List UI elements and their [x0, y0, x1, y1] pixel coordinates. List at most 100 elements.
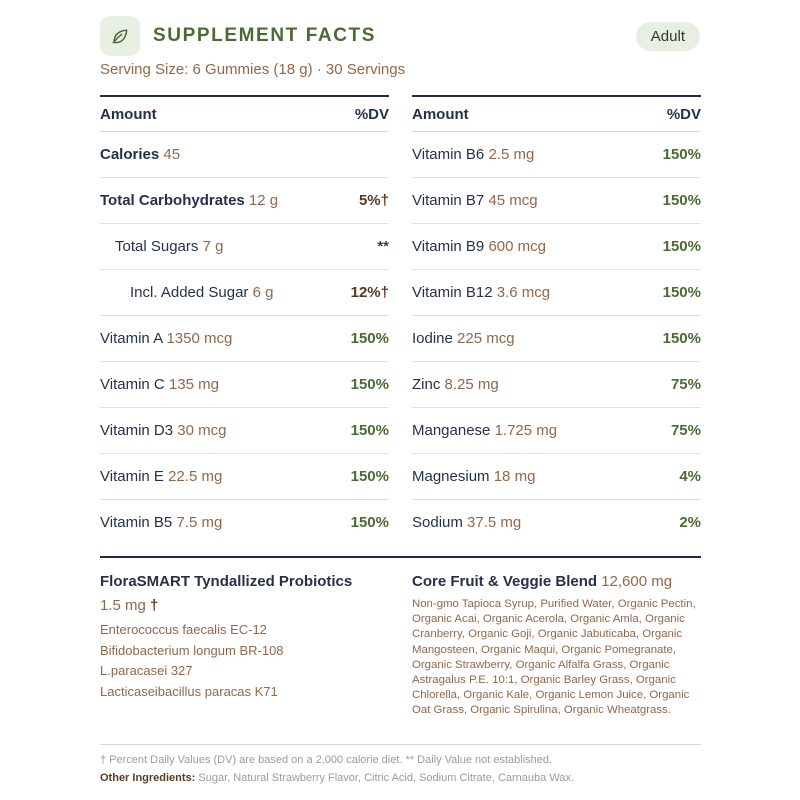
nutrient-amount: 7 g — [202, 238, 224, 255]
nutrient-dv: 150% — [350, 330, 389, 347]
blend-title-line: Core Fruit & Veggie Blend 12,600 mg — [412, 572, 701, 592]
strain-item: Enterococcus faecalis EC-12 — [100, 622, 267, 637]
probiotics-amount: 1.5 mg — [100, 597, 146, 614]
strain-item: L.paracasei 327 — [100, 663, 193, 678]
strain-item: Lacticaseibacillus paracas K71 — [100, 683, 278, 699]
nutrient-row-zinc: Zinc 8.25 mg 75% — [412, 362, 701, 408]
nutrient-amount: 45 mcg — [488, 192, 538, 209]
probiotics-title: FloraSMART Tyndallized Probiotics — [100, 573, 353, 590]
probiotics-amount-line: 1.5 mg † — [100, 596, 389, 616]
nutrient-row-vitamin-a: Vitamin A 1350 mcg 150% — [100, 316, 389, 362]
nutrient-name: Vitamin B7 — [412, 192, 485, 209]
nutrient-row-vitamin-b12: Vitamin B12 3.6 mcg 150% — [412, 270, 701, 316]
leaf-icon — [100, 16, 140, 56]
nutrient-name: Total Sugars — [115, 238, 199, 255]
nutrient-name: Sodium — [412, 514, 463, 531]
nutrient-amount: 7.5 mg — [176, 514, 223, 531]
nutrient-row-total-carbohydrates: Total Carbohydrates 12 g 5%† — [100, 178, 389, 224]
nutrient-name: Vitamin B6 — [412, 146, 485, 163]
nutrient-name: Zinc — [412, 376, 441, 393]
nutrient-amount: 18 mg — [493, 468, 536, 485]
nutrient-dv: 150% — [662, 238, 701, 255]
nutrient-dv: 150% — [662, 330, 701, 347]
nutrient-row-vitamin-e: Vitamin E 22.5 mg 150% — [100, 454, 389, 500]
nutrient-amount: 45 — [163, 146, 181, 163]
amount-header: Amount — [412, 105, 469, 123]
nutrient-name: Vitamin D3 — [100, 422, 174, 439]
blend-section: FloraSMART Tyndallized Probiotics 1.5 mg… — [100, 556, 701, 719]
other-ingredients: Other Ingredients: Sugar, Natural Strawb… — [100, 768, 701, 788]
nutrient-row-manganese: Manganese 1.725 mg 75% — [412, 408, 701, 454]
nutrient-amount: 3.6 mcg — [496, 284, 551, 301]
nutrient-column-right: Amount %DV Vitamin B6 2.5 mg 150% Vitami… — [412, 95, 701, 545]
nutrient-row-vitamin-b6: Vitamin B6 2.5 mg 150% — [412, 132, 701, 178]
nutrient-name: Manganese — [412, 422, 491, 439]
strain-list: Enterococcus faecalis EC-12 Bifidobacter… — [100, 620, 389, 702]
serving-size: Serving Size: 6 Gummies (18 g) · 30 Serv… — [100, 61, 406, 78]
nutrient-dv: 75% — [670, 376, 701, 393]
column-header: Amount %DV — [100, 97, 389, 132]
nutrient-dv: 150% — [350, 376, 389, 393]
nutrient-amount: 225 mcg — [457, 330, 515, 347]
nutrient-name: Vitamin B9 — [412, 238, 485, 255]
nutrient-name: Calories — [100, 146, 160, 163]
nutrient-row-total-sugars: Total Sugars 7 g ** — [100, 224, 389, 270]
dv-header: %DV — [354, 105, 389, 123]
nutrient-amount: 1.725 mg — [494, 422, 558, 439]
nutrient-name: Vitamin C — [100, 376, 165, 393]
probiotics-block: FloraSMART Tyndallized Probiotics 1.5 mg… — [100, 558, 389, 719]
nutrient-name: Vitamin B5 — [100, 514, 173, 531]
nutrient-amount: 2.5 mg — [488, 146, 535, 163]
nutrient-row-calories: Calories 45 — [100, 132, 389, 178]
nutrient-name: Total Carbohydrates — [100, 192, 245, 209]
fruit-veggie-blend-block: Core Fruit & Veggie Blend 12,600 mg Non-… — [412, 558, 701, 719]
nutrient-amount: 6 g — [252, 284, 274, 301]
nutrient-name: Vitamin E — [100, 468, 164, 485]
nutrient-dv: 2% — [679, 514, 701, 531]
strain-item: Bifidobacterium longum BR-108 — [100, 642, 284, 658]
nutrient-amount: 22.5 mg — [168, 468, 223, 485]
nutrient-dv: 75% — [670, 422, 701, 439]
nutrient-dv: 150% — [350, 422, 389, 439]
nutrient-dv: ** — [377, 238, 389, 255]
probiotics-dagger: † — [150, 597, 159, 614]
nutrient-amount: 12 g — [248, 192, 279, 209]
nutrient-dv: 150% — [350, 514, 389, 531]
amount-header: Amount — [100, 105, 157, 123]
nutrient-dv: 150% — [662, 192, 701, 209]
nutrient-column-left: Amount %DV Calories 45 Total Carbohydrat… — [100, 95, 389, 545]
nutrient-row-vitamin-b7: Vitamin B7 45 mcg 150% — [412, 178, 701, 224]
nutrient-dv: 150% — [662, 284, 701, 301]
nutrient-name: Iodine — [412, 330, 453, 347]
nutrient-row-vitamin-b9: Vitamin B9 600 mcg 150% — [412, 224, 701, 270]
nutrient-name: Vitamin A — [100, 330, 163, 347]
nutrient-name: Incl. Added Sugar — [130, 284, 249, 301]
header: SUPPLEMENT FACTS Adult — [100, 14, 700, 58]
footer: † Percent Daily Values (DV) are based on… — [100, 744, 701, 788]
nutrient-amount: 8.25 mg — [444, 376, 499, 393]
nutrient-dv: 150% — [350, 468, 389, 485]
nutrient-dv: 12%† — [350, 284, 389, 301]
nutrient-row-vitamin-b5: Vitamin B5 7.5 mg 150% — [100, 500, 389, 545]
nutrient-amount: 37.5 mg — [467, 514, 522, 531]
nutrient-dv: 4% — [679, 468, 701, 485]
nutrient-amount: 600 mcg — [488, 238, 546, 255]
other-ingredients-text: Sugar, Natural Strawberry Flavor, Citric… — [195, 772, 574, 784]
blend-ingredients: Non-gmo Tapioca Syrup, Purified Water, O… — [412, 598, 696, 717]
nutrient-dv: 150% — [662, 146, 701, 163]
nutrient-row-sodium: Sodium 37.5 mg 2% — [412, 500, 701, 545]
nutrient-name: Magnesium — [412, 468, 490, 485]
nutrient-row-iodine: Iodine 225 mcg 150% — [412, 316, 701, 362]
nutrient-row-vitamin-d3: Vitamin D3 30 mcg 150% — [100, 408, 389, 454]
nutrient-grid: Amount %DV Calories 45 Total Carbohydrat… — [100, 95, 701, 545]
other-ingredients-label: Other Ingredients: — [100, 772, 196, 784]
nutrient-amount: 1350 mcg — [166, 330, 233, 347]
dv-footnote: † Percent Daily Values (DV) are based on… — [100, 754, 553, 766]
nutrient-amount: 135 mg — [168, 376, 219, 393]
nutrient-row-added-sugar: Incl. Added Sugar 6 g 12%† — [100, 270, 389, 316]
audience-badge: Adult — [635, 21, 700, 51]
nutrient-name: Vitamin B12 — [412, 284, 493, 301]
nutrient-row-vitamin-c: Vitamin C 135 mg 150% — [100, 362, 389, 408]
blend-title: Core Fruit & Veggie Blend — [412, 573, 598, 590]
page-title: SUPPLEMENT FACTS — [153, 25, 377, 46]
